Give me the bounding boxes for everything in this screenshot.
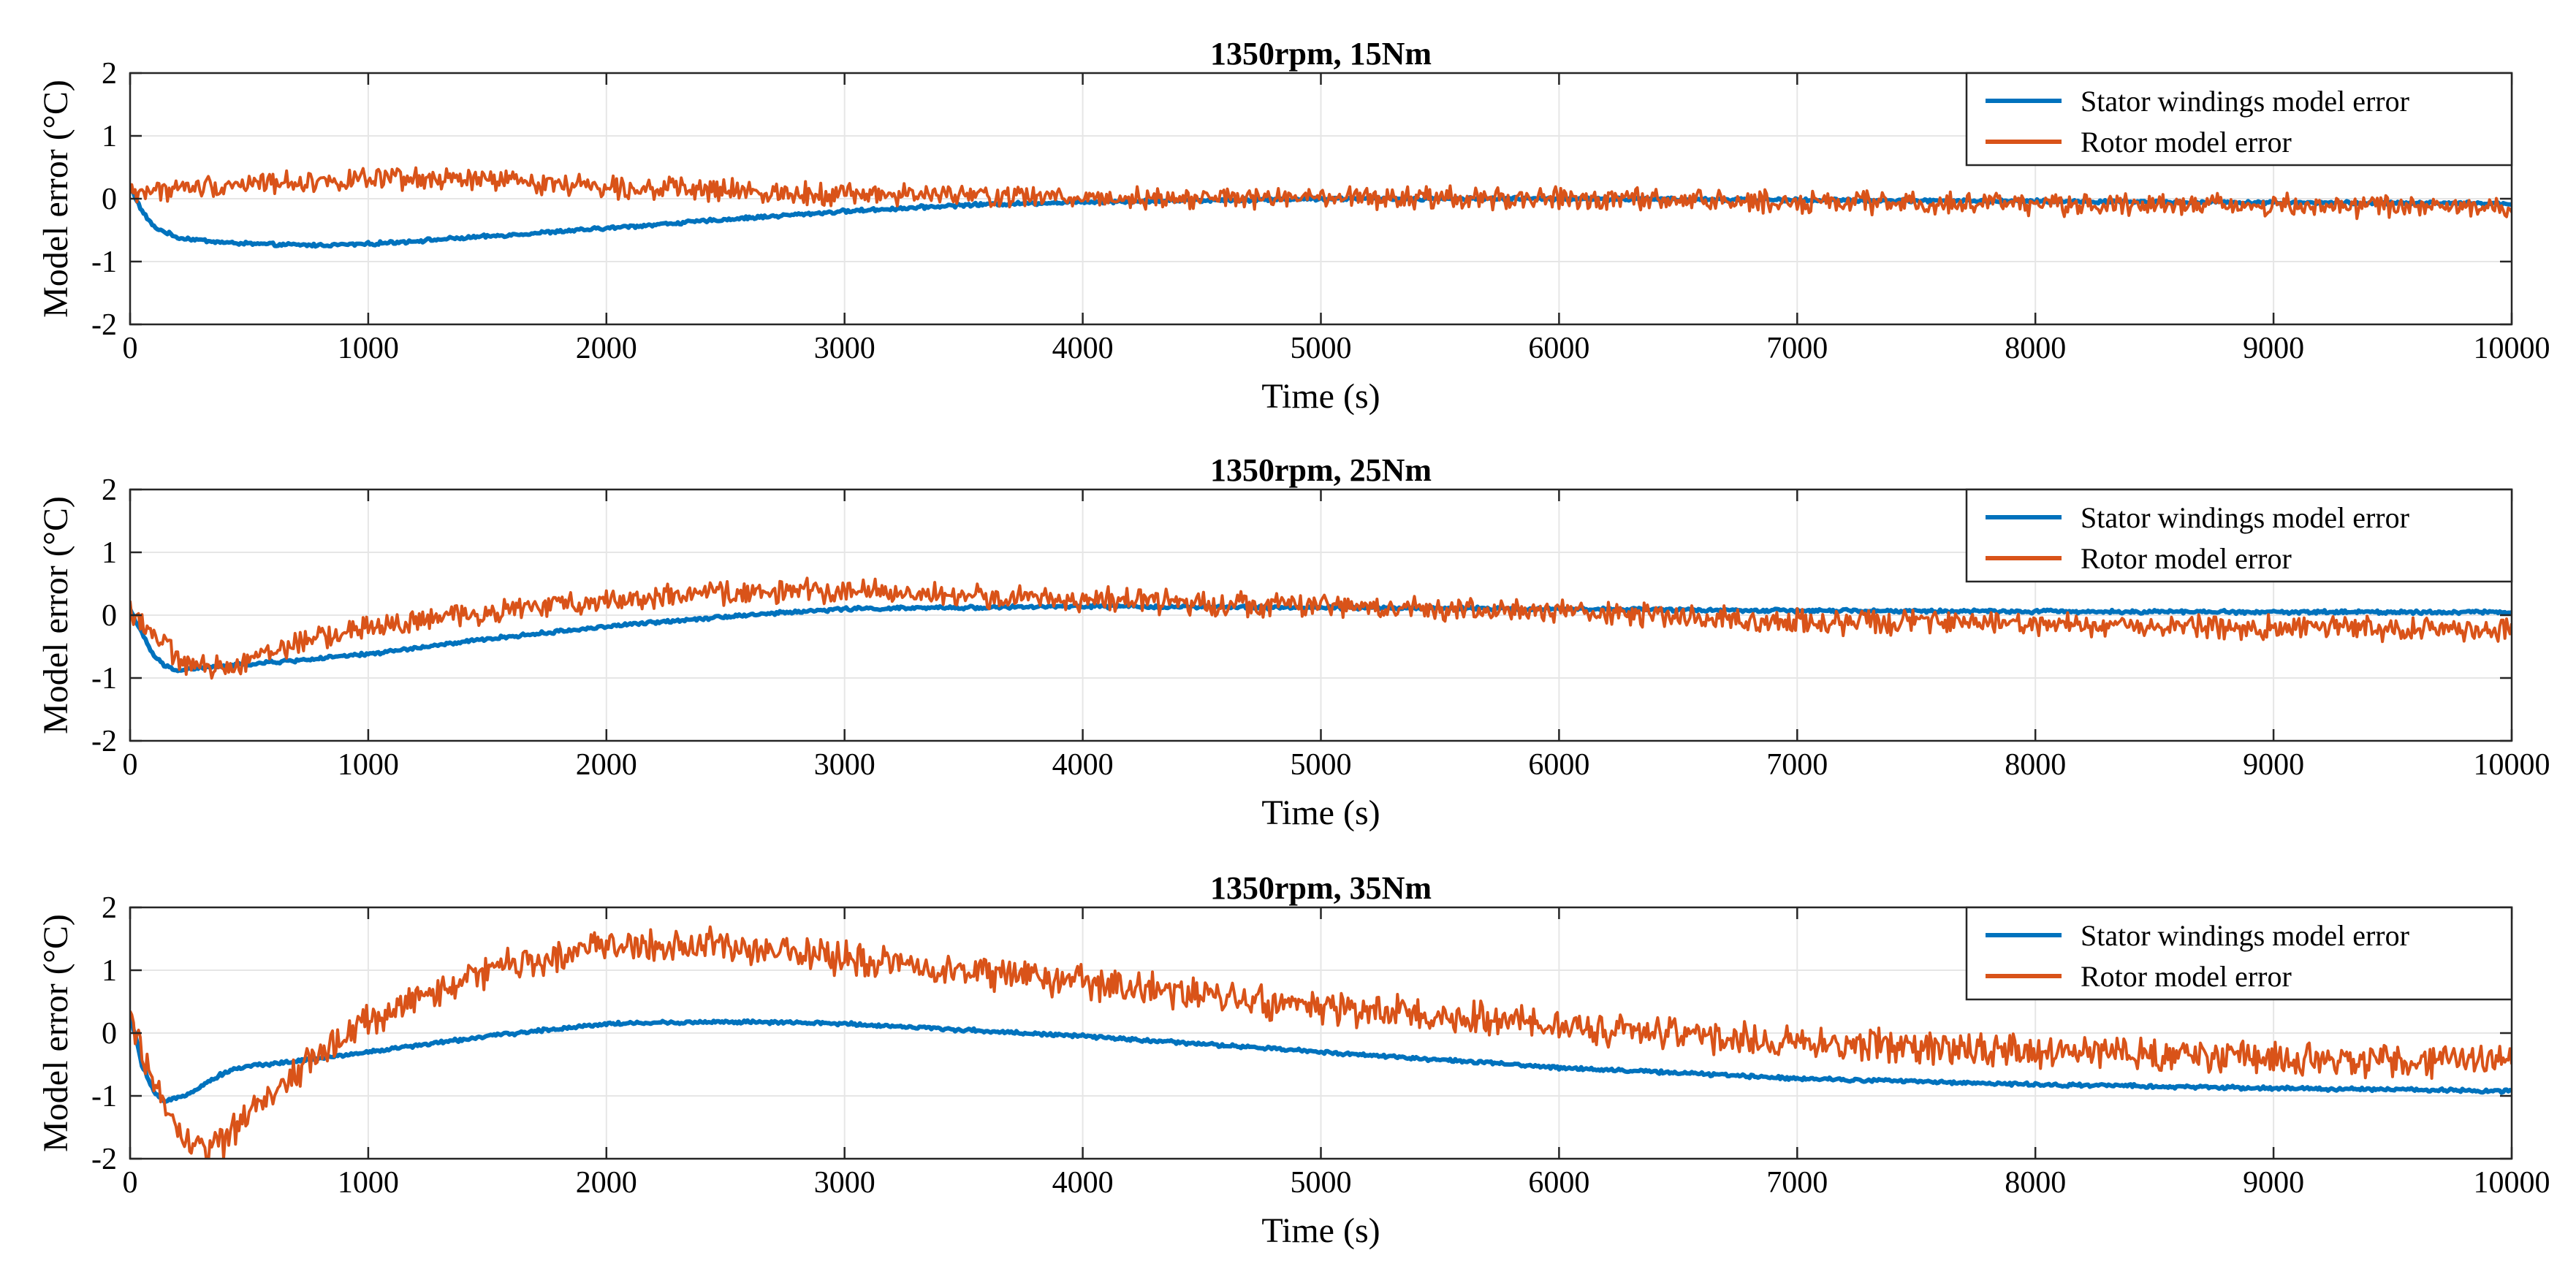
legend-box — [1965, 72, 2513, 167]
x-tick-label: 4000 — [1052, 748, 1114, 782]
legend-label-stator: Stator windings model error — [2081, 919, 2409, 952]
x-tick-label: 6000 — [1528, 1166, 1589, 1200]
x-tick-label: 3000 — [814, 332, 875, 365]
chart-panel-3: 0 1000 2000 3000 4000 5000 6000 7000 8000 9000 100… — [37, 870, 2550, 1250]
x-tick-label: 1000 — [338, 332, 399, 365]
chart-title: 1350rpm, 35Nm — [1210, 870, 1432, 906]
y-axis-label: Model error (°C) — [37, 80, 75, 318]
series-line-rotor — [130, 166, 2512, 221]
legend: Stator windings model error Rotor model e… — [1965, 906, 2513, 1001]
x-tick-label: 6000 — [1528, 748, 1589, 782]
x-tick-label: 8000 — [2005, 748, 2066, 782]
chart-title: 1350rpm, 25Nm — [1210, 452, 1432, 488]
x-tick-label: 9000 — [2243, 748, 2304, 782]
x-tick-label: 7000 — [1766, 1166, 1828, 1200]
legend-label-stator: Stator windings model error — [2081, 501, 2409, 534]
y-tick-label: 0 — [102, 1017, 117, 1051]
x-tick-label: 1000 — [338, 748, 399, 782]
x-axis-label: Time (s) — [1261, 1211, 1380, 1250]
y-tick-label: 0 — [102, 599, 117, 633]
x-tick-label: 3000 — [814, 748, 875, 782]
x-tick-label: 7000 — [1766, 332, 1828, 365]
x-tick-label: 8000 — [2005, 1166, 2066, 1200]
chart-panel-1: 0 1000 2000 3000 4000 5000 6000 7000 8000 9000 100… — [37, 36, 2550, 416]
legend: Stator windings model error Rotor model e… — [1965, 72, 2513, 167]
x-tick-label: 10000 — [2474, 1166, 2550, 1200]
legend: Stator windings model error Rotor model e… — [1965, 488, 2513, 583]
x-tick-label: 1000 — [338, 1166, 399, 1200]
legend-label-stator: Stator windings model error — [2081, 85, 2409, 118]
x-axis-label: Time (s) — [1261, 793, 1380, 832]
x-tick-label: 10000 — [2474, 332, 2550, 365]
y-tick-label: -1 — [91, 662, 117, 696]
x-tick-label: 4000 — [1052, 1166, 1114, 1200]
x-tick-label: 2000 — [576, 748, 637, 782]
y-tick-label: 1 — [102, 954, 117, 988]
x-tick-label: 8000 — [2005, 332, 2066, 365]
x-tick-label: 7000 — [1766, 748, 1828, 782]
legend-label-rotor: Rotor model error — [2081, 126, 2292, 159]
chart-title: 1350rpm, 15Nm — [1210, 36, 1432, 72]
series-line-stator — [130, 1012, 2512, 1104]
y-tick-label: 2 — [102, 473, 117, 507]
chart-panel-2: 0 1000 2000 3000 4000 5000 6000 7000 8000 9000 100… — [37, 452, 2550, 832]
x-axis-label: Time (s) — [1261, 377, 1380, 416]
x-tick-label: 4000 — [1052, 332, 1114, 365]
y-axis-label: Model error (°C) — [37, 496, 75, 734]
y-axis-label: Model error (°C) — [37, 914, 75, 1152]
y-tick-label: -2 — [91, 725, 117, 758]
x-tick-label: 0 — [123, 748, 138, 782]
y-tick-label: -2 — [91, 308, 117, 342]
x-tick-label: 5000 — [1291, 1166, 1352, 1200]
legend-label-rotor: Rotor model error — [2081, 960, 2292, 993]
y-tick-label: 2 — [102, 891, 117, 925]
x-tick-label: 5000 — [1291, 332, 1352, 365]
y-tick-label: 2 — [102, 57, 117, 91]
x-tick-label: 2000 — [576, 1166, 637, 1200]
x-tick-label: 3000 — [814, 1166, 875, 1200]
y-tick-label: -1 — [91, 1080, 117, 1113]
y-tick-label: 0 — [102, 183, 117, 216]
y-tick-label: 1 — [102, 536, 117, 570]
y-tick-label: 1 — [102, 120, 117, 153]
x-tick-label: 0 — [123, 1166, 138, 1200]
x-tick-label: 6000 — [1528, 332, 1589, 365]
x-tick-label: 9000 — [2243, 332, 2304, 365]
series-line-rotor — [130, 576, 2512, 680]
series-line-rotor — [130, 925, 2512, 1159]
y-tick-label: -1 — [91, 245, 117, 279]
x-tick-label: 0 — [123, 332, 138, 365]
legend-label-rotor: Rotor model error — [2081, 542, 2292, 575]
x-tick-label: 9000 — [2243, 1166, 2304, 1200]
x-tick-label: 10000 — [2474, 748, 2550, 782]
legend-box — [1965, 488, 2513, 583]
x-tick-label: 2000 — [576, 332, 637, 365]
x-tick-label: 5000 — [1291, 748, 1352, 782]
y-tick-label: -2 — [91, 1143, 117, 1176]
legend-box — [1965, 906, 2513, 1001]
